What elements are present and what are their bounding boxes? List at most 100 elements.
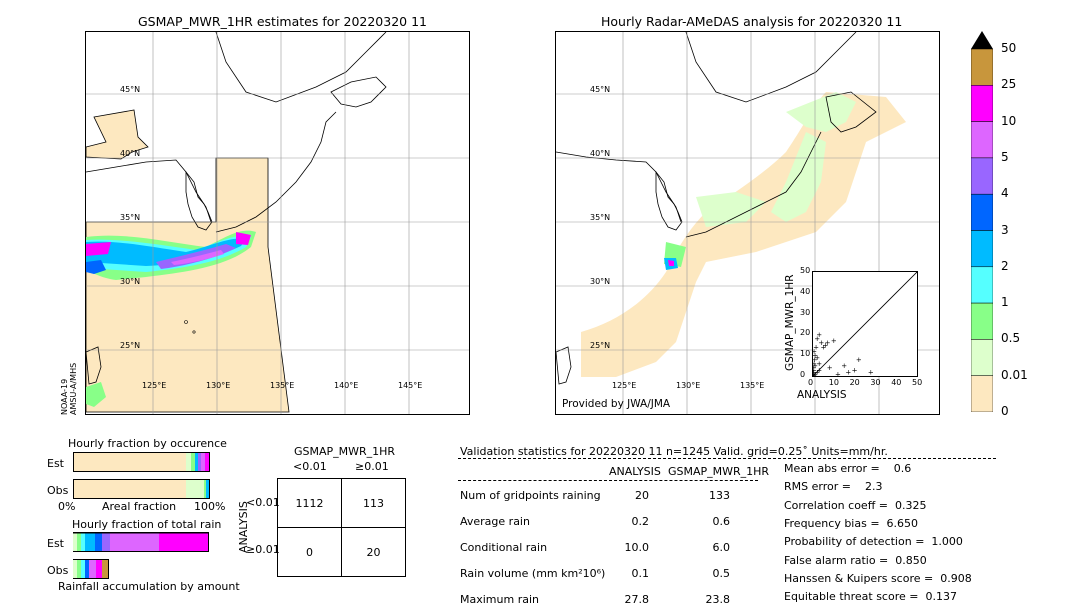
lat-label: 45°N [590, 85, 611, 94]
colorbar-segment [970, 339, 994, 376]
occurrence-bar-est [73, 452, 210, 472]
colorbar-tick-label: 0.01 [1001, 367, 1028, 382]
scatter-point: + [835, 370, 841, 376]
scatter-ytick: 30 [800, 307, 811, 317]
colorbar-tick-label: 0.5 [1001, 331, 1021, 346]
lon-label: 130°E [206, 381, 231, 390]
lat-label: 45°N [120, 85, 141, 94]
lat-label: 40°N [590, 149, 611, 158]
validation-score: Hanssen & Kuipers score = 0.908 [784, 571, 972, 585]
validation-score: Probability of detection = 1.000 [784, 535, 963, 549]
lon-label: 125°E [142, 381, 167, 390]
scatter-ylabel: GSMAP_MWR_1HR [784, 274, 796, 371]
lat-label: 35°N [120, 213, 141, 222]
validation-row-label: Conditional rain [460, 541, 548, 554]
colorbar-tick-label: 2 [1001, 258, 1009, 273]
colorbar-tick-label: 3 [1001, 222, 1009, 237]
scatter-point: + [813, 370, 818, 376]
scatter-ytick: 10 [800, 349, 811, 359]
scatter-point: + [816, 360, 822, 368]
scatter-point: + [813, 348, 817, 356]
scatter-point: + [813, 370, 816, 376]
occurrence-row-obs: Obs [47, 484, 69, 497]
scatter-point: + [813, 364, 817, 372]
contingency-cell: 0 [277, 527, 342, 577]
validation-score: Equitable threat score = 0.137 [784, 590, 957, 604]
scatter-point: + [813, 368, 816, 376]
colorbar-segment [970, 85, 994, 122]
credit-label: Provided by JWA/JMA [562, 398, 671, 410]
scatter-xlabel: ANALYSIS [797, 389, 847, 401]
colorbar-tick-label: 25 [1001, 77, 1017, 92]
scatter-xtick: 10 [828, 378, 839, 387]
validation-divider [458, 480, 758, 481]
satellite-label: NOAA-19 AMSU-A/MHS [60, 362, 78, 415]
lon-label: 130°E [676, 381, 701, 390]
scatter-point: + [814, 368, 820, 376]
right-map-title: Hourly Radar-AMeDAS analysis for 2022032… [601, 14, 903, 29]
scatter-point: + [868, 368, 874, 376]
occurrence-row-est: Est [47, 457, 64, 470]
scatter-ytick: 20 [800, 328, 811, 338]
validation-row-analysis: 20 [635, 489, 649, 502]
lat-label: 40°N [120, 149, 141, 158]
colorbar-tick-label: 50 [1001, 41, 1017, 55]
lat-label: 30°N [590, 277, 611, 286]
scatter-point: + [841, 362, 847, 370]
lat-label: 30°N [120, 277, 141, 286]
colorbar-segment [970, 230, 994, 268]
contingency-cell: 20 [341, 527, 406, 577]
total-rain-bar-obs [73, 559, 109, 579]
scatter-point: + [813, 371, 817, 376]
colorbar-segment [970, 48, 994, 86]
scatter-plot: ++++++++++++++++++++++++++++++ [812, 271, 918, 377]
scatter-point: + [816, 366, 822, 374]
scatter-point: + [814, 354, 820, 362]
validation-row-gsmap: 23.8 [705, 593, 731, 606]
lon-label: 145°E [398, 381, 423, 390]
scatter-point: + [816, 331, 822, 339]
scatter-point: + [820, 343, 826, 351]
colorbar-segment [970, 302, 994, 340]
scatter-ytick: 50 [800, 266, 811, 275]
contingency-cell: 1112 [277, 478, 342, 528]
total-rain-title: Hourly fraction of total rain [72, 518, 222, 531]
validation-divider [458, 458, 996, 459]
contingency-title: GSMAP_MWR_1HR [294, 445, 396, 458]
validation-row-analysis: 0.1 [631, 567, 650, 580]
scatter-point: + [823, 341, 829, 349]
validation-row-gsmap: 0.5 [712, 567, 731, 580]
scatter-xtick: 50 [912, 378, 923, 387]
occurrence-bar-obs [73, 479, 210, 499]
lon-label: 140°E [334, 381, 359, 390]
colorbar-segment [970, 375, 994, 413]
occurrence-title: Hourly fraction by occurence [68, 437, 227, 450]
lon-label: 125°E [612, 381, 637, 390]
validation-row-analysis: 27.8 [624, 593, 650, 606]
left-map-title: GSMAP_MWR_1HR estimates for 20220320 11 [138, 14, 427, 29]
scatter-point: + [845, 368, 851, 376]
scatter-point: + [831, 337, 837, 345]
lon-label: 135°E [270, 381, 295, 390]
colorbar-segment [970, 121, 994, 159]
contingency-col-header: <0.01 [293, 460, 327, 473]
validation-row-analysis: 0.2 [631, 515, 650, 528]
colorbar-segment [970, 157, 994, 195]
scatter-point: + [818, 339, 824, 347]
total-rain-row-est: Est [47, 537, 64, 550]
scatter-point: + [813, 343, 819, 351]
lon-label: 135°E [740, 381, 765, 390]
validation-row-analysis: 10.0 [624, 541, 650, 554]
validation-score: RMS error = 2.3 [784, 480, 883, 494]
scatter-point: + [814, 335, 820, 343]
validation-score: Correlation coeff = 0.325 [784, 498, 927, 512]
validation-score: False alarm ratio = 0.850 [784, 553, 927, 567]
validation-row-label: Num of gridpoints raining [460, 489, 601, 502]
scatter-point: + [813, 352, 818, 360]
colorbar-tick-label: 10 [1001, 113, 1017, 128]
lat-label: 25°N [120, 341, 141, 350]
colorbar-segment [970, 266, 994, 304]
scatter-xtick: 40 [891, 378, 902, 387]
contingency-row-header: ≥0.01 [246, 543, 280, 556]
